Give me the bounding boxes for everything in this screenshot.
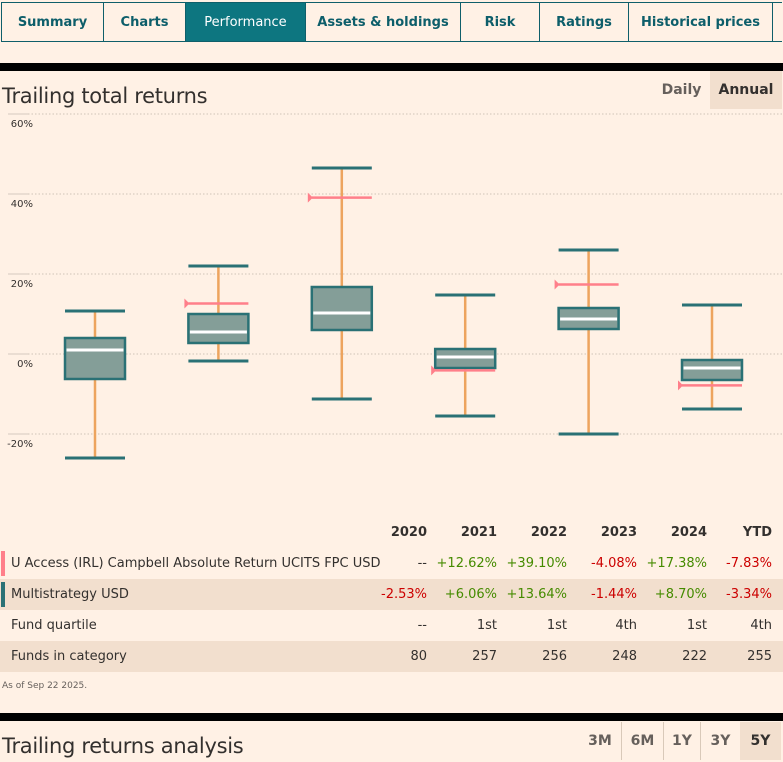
box-2023 [431,293,497,418]
table-cell: 80 [410,649,427,664]
y-tick-label: 0% [17,359,33,370]
table-cell: 248 [612,649,637,664]
fund-marker-arrow [184,298,190,309]
table-cell: -2.53% [381,587,427,602]
tab-bar: Summary Charts Performance Assets & hold… [1,2,782,42]
tab-assets-holdings[interactable]: Assets & holdings [306,3,461,41]
fund-marker-arrow [307,192,313,203]
col-header-2022: 2022 [530,525,567,540]
table-row: Funds in category 80 257 256 248 222 255 [0,641,783,672]
col-header-2024: 2024 [670,525,707,540]
box-YTD [678,303,744,411]
table-cell: 257 [472,649,497,664]
period-1y[interactable]: 1Y [664,722,701,760]
tab-risk[interactable]: Risk [461,3,540,41]
box-2021 [184,264,250,363]
fund-marker-arrow [431,365,437,376]
fund-legend-marker [1,551,5,576]
y-tick-label: 20% [11,279,33,290]
table-cell: -4.08% [591,556,637,571]
fund-marker-arrow [678,380,683,391]
table-cell: 256 [542,649,567,664]
tab-historical-prices[interactable]: Historical prices [629,3,773,41]
section-rule-2 [0,713,783,721]
row-label: U Access (IRL) Campbell Absolute Return … [11,556,381,571]
y-tick-label: -20% [7,439,33,450]
table-cell: 4th [615,618,637,633]
table-cell: 1st [686,618,707,633]
row-label: Funds in category [11,649,127,664]
box-iqr [63,336,127,381]
table-row: Multistrategy USD -2.53% +6.06% +13.64% -1.4… [0,579,783,610]
table-cell: 1st [476,618,497,633]
table-cell: -- [417,618,427,633]
section-title-trailing-total: Trailing total returns [2,84,208,108]
table-cell: -- [417,556,427,571]
row-label: Fund quartile [11,618,97,633]
as-of-date: As of Sep 22 2025. [2,681,88,691]
period-6m[interactable]: 6M [622,722,664,760]
table-cell: +8.70% [654,587,707,602]
tab-performance[interactable]: Performance [186,3,306,41]
table-cell: -7.83% [726,556,772,571]
trailing-returns-boxplot: 60% 40% 20% 0% -20% [7,113,783,460]
box-2020 [63,309,127,460]
col-header-2023: 2023 [600,525,637,540]
table-cell: -3.34% [726,587,772,602]
table-row: Fund quartile -- 1st 1st 4th 1st 4th [0,610,783,641]
fund-marker-arrow [554,279,560,290]
table-cell: +12.62% [436,556,497,571]
tab-summary[interactable]: Summary [2,3,104,41]
period-5y[interactable]: 5Y [740,722,781,760]
period-3y[interactable]: 3Y [710,733,731,749]
period-toggle: 3M 6M 1Y 3Y 5Y [579,722,781,760]
table-cell: 1st [546,618,567,633]
box-2024 [554,248,620,436]
table-cell: +13.64% [506,587,567,602]
frequency-toggle: Daily Annual [653,71,782,109]
box-iqr [310,285,374,332]
table-cell: +6.06% [444,587,497,602]
tab-ratings[interactable]: Ratings [540,3,629,41]
period-3m[interactable]: 3M [579,722,622,760]
section-title-trailing-analysis: Trailing returns analysis [2,734,244,758]
returns-table: 2020 2021 2022 2023 2024 YTD U Access (I… [0,517,783,672]
row-label: Multistrategy USD [11,587,129,602]
toggle-daily[interactable]: Daily [661,82,702,98]
box-iqr [187,312,250,345]
section-rule [0,63,783,71]
table-cell: +17.38% [646,556,707,571]
table-cell: 222 [682,649,707,664]
y-tick-label: 60% [11,119,33,130]
col-header-2021: 2021 [460,525,497,540]
table-cell: -1.44% [591,587,637,602]
box-2022 [307,166,374,401]
y-tick-label: 40% [11,199,33,210]
box-iqr [680,358,744,382]
table-cell: 255 [747,649,772,664]
category-legend-marker [1,582,5,607]
table-header-row: 2020 2021 2022 2023 2024 YTD [0,517,783,548]
col-header-2020: 2020 [390,525,427,540]
table-cell: +39.10% [506,556,567,571]
table-cell: 4th [750,618,772,633]
table-row: U Access (IRL) Campbell Absolute Return … [0,548,783,579]
col-header-ytd: YTD [742,525,772,540]
tab-charts[interactable]: Charts [104,3,186,41]
toggle-annual[interactable]: Annual [710,71,782,109]
